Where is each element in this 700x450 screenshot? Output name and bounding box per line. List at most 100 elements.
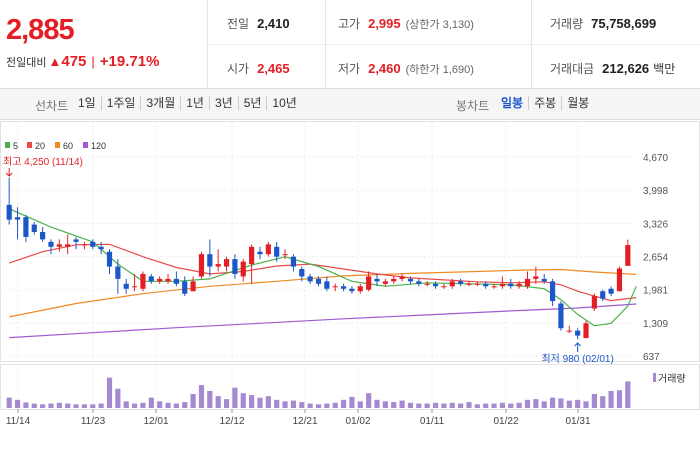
candle-body (115, 266, 121, 279)
legend-swatch (55, 142, 60, 148)
candle-body (282, 254, 288, 256)
ma20-line (9, 243, 637, 302)
volume-bar (441, 403, 447, 408)
candle-body (48, 241, 54, 247)
candle-body (307, 276, 313, 282)
y-tick-label: 4,670 (643, 153, 668, 164)
candle-body (340, 286, 347, 289)
volume-bar (499, 402, 506, 408)
stat-open: 시가 2,465 (227, 60, 290, 77)
y-tick-label: 637 (643, 352, 660, 363)
candle-body (541, 278, 547, 282)
candle-body (207, 254, 213, 267)
candle-body (399, 276, 405, 279)
y-tick-label: 3,326 (643, 219, 668, 230)
x-tick-label: 01/22 (493, 416, 518, 427)
x-tick-label: 01/11 (420, 416, 445, 427)
volume-bar (625, 381, 631, 408)
candle-body (240, 261, 246, 277)
candle-body (265, 244, 271, 255)
volume-bar (541, 401, 547, 408)
volume-bar (223, 399, 230, 408)
candle-tab-1[interactable]: 주봉 (528, 96, 561, 110)
period-tabs: 1일 1주일 3개월 1년 3년 5년 10년 (73, 96, 302, 110)
stat-label: 시가 (227, 62, 250, 76)
volume-bar (106, 377, 113, 408)
candle-body (232, 259, 238, 274)
candle-body (98, 246, 104, 250)
volume-bar (608, 390, 614, 408)
change-divider: | (91, 54, 95, 69)
stat-volume: 거래량 75,758,699 (550, 15, 656, 32)
period-tab-5[interactable]: 5년 (237, 96, 267, 110)
stat-amount: 거래대금 212,626 백만 (550, 60, 675, 77)
volume-bar (81, 404, 88, 408)
period-tab-1[interactable]: 1주일 (100, 96, 141, 110)
candle-body (466, 283, 472, 285)
candle-body (516, 283, 522, 287)
legend-label: 5 (13, 141, 18, 151)
volume-bar (198, 385, 205, 408)
candle-body (23, 217, 29, 237)
candle-body (131, 286, 138, 288)
stat-label: 전일 (227, 17, 250, 31)
volume-bar (215, 396, 221, 408)
volume-bar (257, 397, 263, 408)
volume-bar (483, 403, 489, 408)
volume-bar (207, 390, 213, 408)
volume-label: 거래량 (658, 373, 686, 385)
volume-bar (491, 403, 497, 408)
volume-bar (533, 399, 539, 408)
candle-body (215, 264, 221, 267)
legend-label: 120 (91, 141, 106, 151)
period-tab-2[interactable]: 3개월 (140, 96, 180, 110)
volume-bar (14, 399, 21, 408)
volume-bar (616, 390, 623, 408)
candle-tab-2[interactable]: 월봉 (561, 96, 594, 110)
candle-body (357, 286, 363, 292)
volume-bar (366, 393, 372, 408)
candle-body (148, 276, 154, 282)
period-tab-3[interactable]: 1년 (180, 96, 209, 110)
volume-bar (575, 399, 581, 408)
period-tab-4[interactable]: 3년 (208, 96, 238, 110)
stat-value: 212,626 (602, 61, 650, 76)
candle-body (583, 323, 589, 339)
candle-body (123, 283, 129, 289)
candle-body (608, 288, 614, 294)
x-tick-label: 01/31 (565, 416, 590, 427)
legend-swatch (5, 142, 10, 148)
volume-bar (324, 403, 330, 408)
x-tick-label: 12/21 (292, 416, 317, 427)
candle-body (591, 296, 597, 309)
volume-bar (148, 397, 154, 408)
stat-low: 저가 2,460 (하한가 1,690) (338, 60, 474, 77)
volume-bar (399, 400, 405, 408)
volume-bar (240, 393, 246, 408)
candle-body (332, 286, 338, 288)
volume-bar (232, 387, 238, 408)
candle-body (558, 303, 564, 329)
candle-body (65, 244, 71, 247)
stat-value: 2,995 (368, 16, 401, 31)
candle-body (90, 241, 96, 247)
volume-bar (466, 402, 472, 408)
period-tab-0[interactable]: 1일 (78, 96, 96, 110)
candle-body (508, 283, 514, 287)
candle-body (81, 244, 88, 246)
candle-body (257, 251, 263, 255)
x-tick-label: 12/12 (219, 416, 244, 427)
volume-bar (173, 403, 179, 408)
candle-body (6, 204, 12, 220)
stat-label: 거래대금 (550, 62, 595, 76)
stat-label: 거래량 (550, 17, 584, 31)
candle-tab-0[interactable]: 일봉 (501, 96, 524, 110)
volume-bar (407, 402, 414, 408)
period-tab-6[interactable]: 10년 (266, 96, 301, 110)
change-label: 전일대비 (6, 57, 47, 69)
legend-label: 60 (63, 141, 73, 151)
stock-chart: 4,670 3,998 3,326 2,654 1,981 1,309 637 11/14 11… (0, 121, 700, 427)
volume-bar (31, 403, 37, 408)
candle-body (391, 278, 397, 282)
candle-body (441, 286, 447, 288)
